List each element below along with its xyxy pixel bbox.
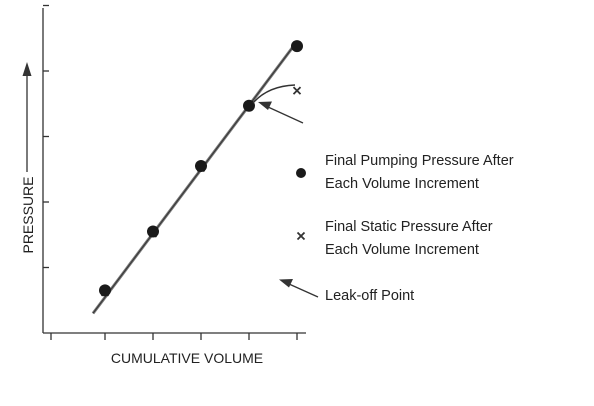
legend-item-static: Final Static Pressure After Each Volume … <box>296 219 493 258</box>
legend-circle-marker <box>296 168 306 178</box>
legend-leakoff-arrowhead <box>279 279 293 288</box>
legend-x-marker <box>296 231 306 241</box>
legend-static-line2: Each Volume Increment <box>325 242 479 258</box>
pumping-pressure-point <box>99 284 111 297</box>
leak-off-pointer-arrowhead <box>258 101 272 110</box>
pumping-pressure-point <box>195 159 207 172</box>
legend-pumping-line1: Final Pumping Pressure After <box>325 153 514 169</box>
pumping-pressure-point <box>147 225 159 238</box>
x-ticks <box>50 333 298 340</box>
trend-line-core <box>92 41 298 314</box>
pumping-pressure-point <box>291 40 303 53</box>
leak-off-label: Leak-off Point <box>325 288 414 304</box>
legend: Final Pumping Pressure After Each Volume… <box>279 153 514 304</box>
plot-area <box>91 40 303 315</box>
legend-pumping-line2: Each Volume Increment <box>325 176 479 192</box>
legend-item-leakoff: Leak-off Point <box>279 279 414 304</box>
x-axis-label: CUMULATIVE VOLUME <box>111 350 263 366</box>
legend-leakoff-arrow-line <box>288 283 319 298</box>
pumping-pressure-point <box>243 99 255 112</box>
legend-item-pumping: Final Pumping Pressure After Each Volume… <box>296 153 514 192</box>
leak-off-pointer-line <box>267 106 304 124</box>
static-pressure-point <box>292 86 302 95</box>
axes <box>42 8 306 334</box>
y-ticks <box>43 4 49 269</box>
y-axis-label: PRESSURE <box>20 176 36 253</box>
legend-static-line1: Final Static Pressure After <box>325 219 493 235</box>
leak-off-curve <box>252 84 296 104</box>
y-axis-title: PRESSURE <box>20 176 36 253</box>
y-axis-arrowhead <box>22 62 32 76</box>
